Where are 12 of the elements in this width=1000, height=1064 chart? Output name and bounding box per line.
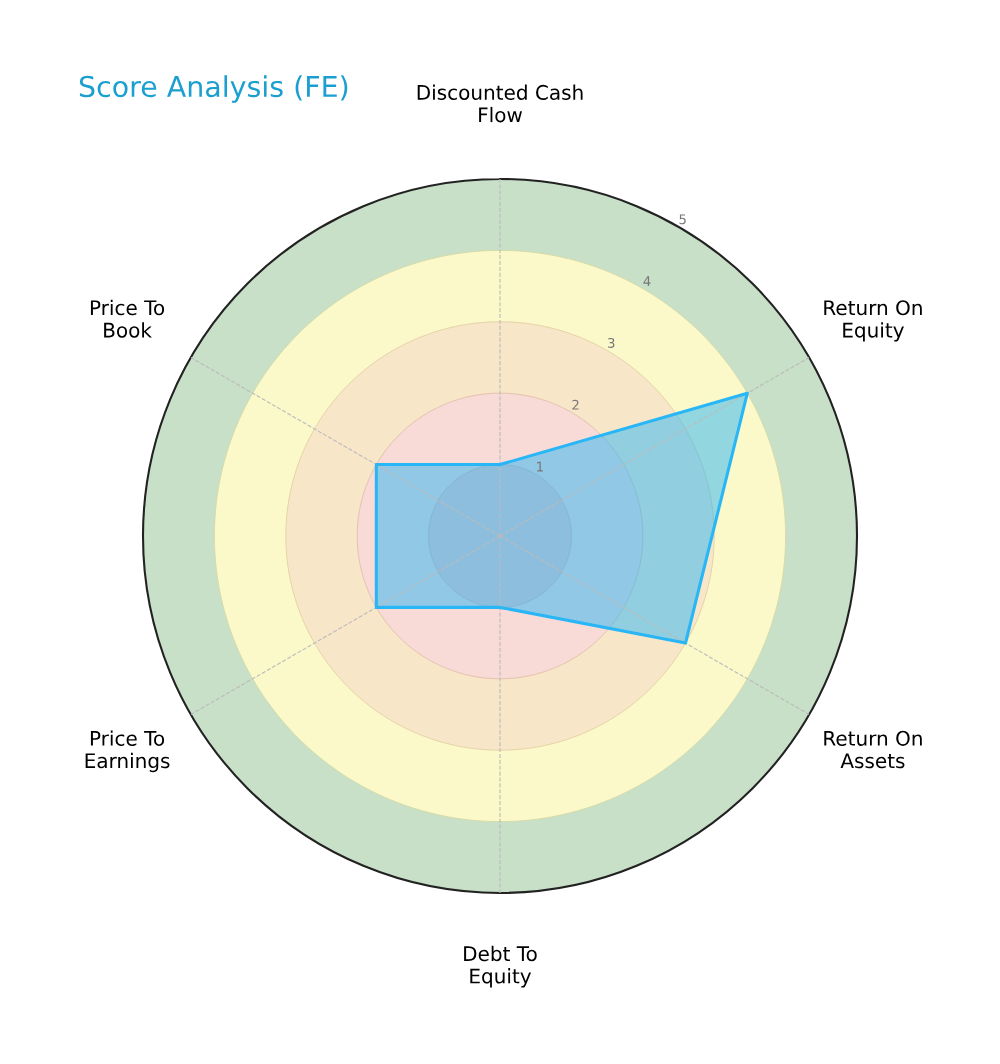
y-tick-label: 2 xyxy=(572,399,579,410)
y-tick-label: 3 xyxy=(608,337,615,348)
y-tick-label: 1 xyxy=(537,461,543,472)
y-tick-label: 4 xyxy=(643,276,651,286)
chart-title: Score Analysis (FE) xyxy=(79,75,348,103)
y-tick-label: 5 xyxy=(679,214,686,225)
spoke-label: Price To Earnings xyxy=(85,730,170,773)
spoke-label: Debt To Equity xyxy=(464,945,537,988)
spoke-label: Return On Assets xyxy=(824,730,922,769)
spoke-label: Return On Equity xyxy=(824,300,922,342)
spoke-label: Price To Book xyxy=(90,299,165,338)
spoke-label: Discounted Cash Flow xyxy=(417,84,583,123)
